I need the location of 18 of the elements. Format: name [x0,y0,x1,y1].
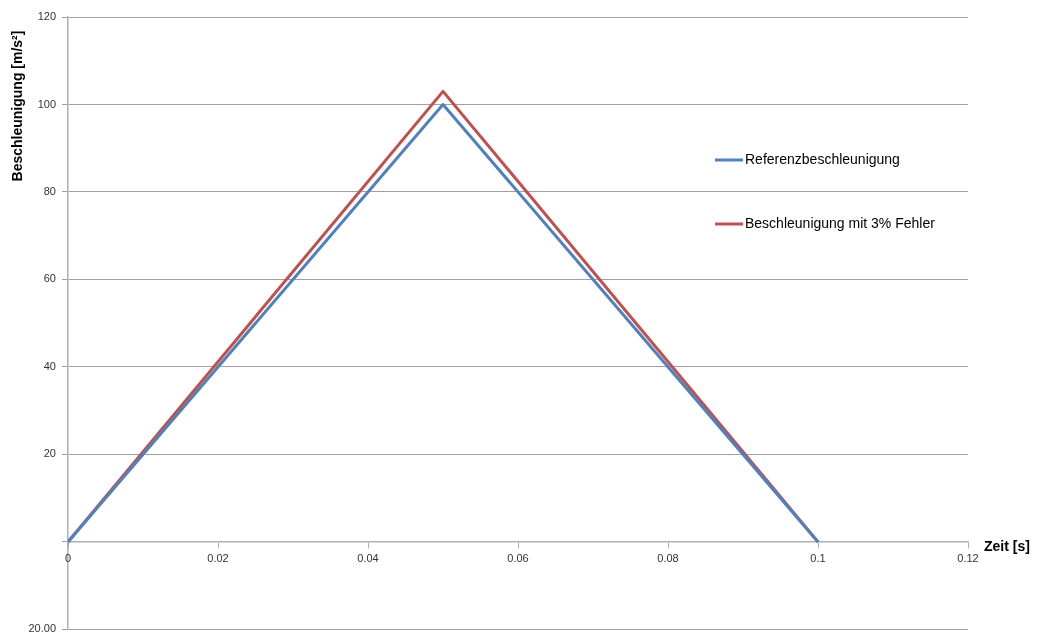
y-tick-label: 100 [37,97,56,110]
y-tick-label: 60 [43,272,56,285]
y-tick-label: 20 [43,447,56,460]
x-axis-title: Zeit [s] [984,537,1030,554]
y-tick-label: 120 [37,10,56,23]
x-tick-label: 0 [64,552,72,565]
y-axis-title: Beschleunigung [m/s²] [8,30,25,182]
x-tick-label: 0.06 [507,552,529,565]
y-tick-label: 40 [43,359,56,372]
x-tick-label: 0.12 [957,552,979,565]
x-tick-label: 0.02 [207,552,229,565]
legend-label: Referenzbeschleunigung [745,150,900,167]
y-tick-label: 80 [43,185,56,197]
x-tick-label: 0.1 [810,552,826,565]
x-tick-label: 0.04 [357,552,379,565]
y-tick-label: 20.00 [28,622,56,635]
legend-label: Beschleunigung mit 3% Fehler [745,214,936,231]
x-tick-label: 0.08 [657,552,679,565]
